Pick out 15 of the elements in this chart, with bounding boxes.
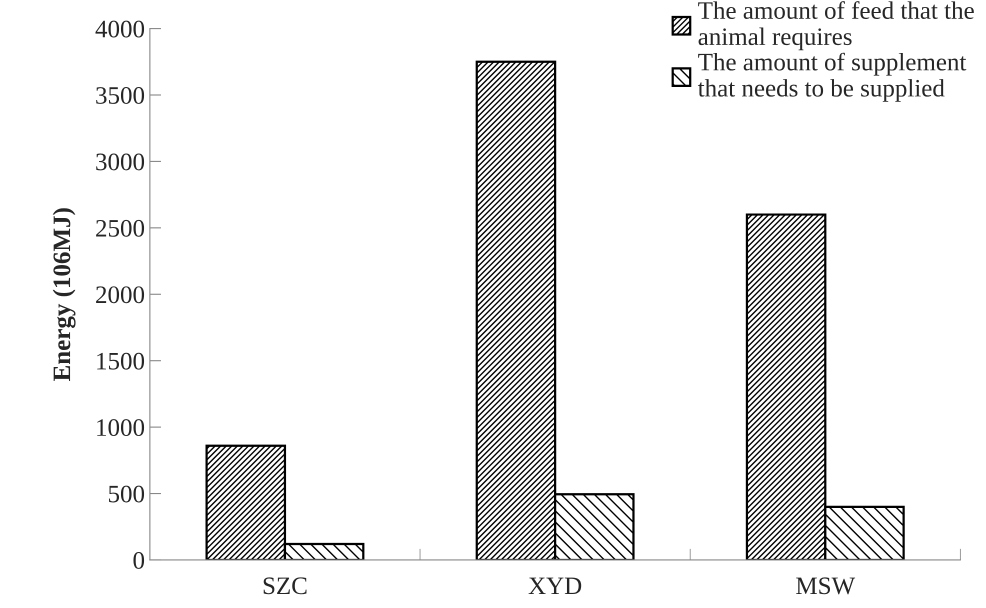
legend-label: The amount of supplement that needs to be supplied: [698, 52, 966, 102]
y-tick-label: 2500: [96, 220, 144, 237]
y-axis-title: Energy (106MJ): [52, 208, 76, 381]
y-tick-label: 3000: [96, 153, 144, 170]
y-tick-label: 2000: [96, 286, 144, 304]
y-tick-label: 1500: [97, 352, 144, 370]
y-tick-label: 4000: [96, 20, 144, 38]
y-tick-label: 500: [108, 486, 144, 502]
x-tick-label: XYD: [528, 578, 582, 594]
y-tick-label: 1000: [97, 419, 144, 436]
y-tick-label: 0: [133, 552, 144, 569]
x-tick-label: MSW: [796, 577, 856, 594]
y-tick-label: 3500: [96, 87, 144, 104]
x-tick-label: SZC: [264, 577, 306, 594]
legend-label: The amount of feed that the animal requires: [698, 1, 974, 50]
